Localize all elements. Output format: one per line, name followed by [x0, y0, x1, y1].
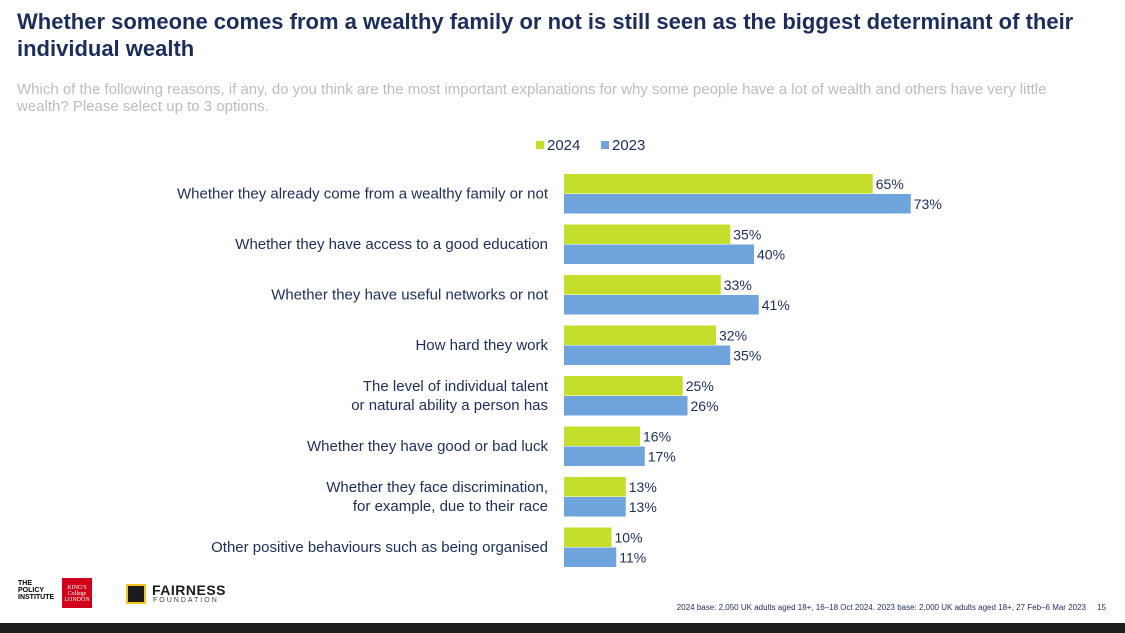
chart-subtitle: Which of the following reasons, if any, …	[17, 81, 1047, 115]
base-footnote: 2024 base: 2,050 UK adults aged 18+, 16–…	[676, 603, 1086, 612]
bar-2023	[564, 547, 617, 567]
category-label: The level of individual talent	[363, 378, 549, 395]
bar-2023	[564, 244, 754, 264]
data-label-2024: 33%	[724, 277, 752, 293]
category-label: Whether they have good or bad luck	[307, 438, 548, 455]
category-label: Other positive behaviours such as being …	[211, 539, 548, 556]
data-label-2023: 41%	[762, 297, 790, 313]
data-label-2023: 11%	[619, 550, 646, 566]
data-label-2023: 13%	[629, 499, 657, 515]
bar-chart: 2024 2023 Whether they already come from a…	[177, 137, 942, 567]
bar-2024	[564, 174, 873, 194]
data-label-2023: 17%	[648, 449, 676, 465]
bar-2023	[564, 345, 731, 365]
data-label-2024: 32%	[719, 328, 747, 344]
legend-label-2024: 2024	[547, 137, 580, 154]
data-label-2023: 26%	[691, 398, 719, 414]
data-label-2023: 40%	[757, 247, 785, 263]
category-label: Whether they have access to a good educa…	[235, 236, 548, 253]
bar-2023	[564, 194, 911, 214]
bar-2023	[564, 295, 759, 315]
data-label-2024: 65%	[876, 176, 904, 192]
data-label-2024: 16%	[643, 429, 671, 445]
policy-institute-logo: THE POLICY INSTITUTE	[18, 580, 55, 601]
category-label: How hard they work	[415, 337, 548, 354]
data-label-2024: 25%	[686, 378, 714, 394]
bar-2024	[564, 527, 612, 547]
kings-college-logo: KING'S College LONDON	[62, 578, 92, 608]
fairness-foundation-logo: FAIRNESS FOUNDATION	[126, 582, 226, 608]
legend-label-2023: 2023	[612, 137, 645, 154]
fairness-logo-text: FAIRNESS	[152, 582, 227, 598]
data-label-2024: 10%	[615, 530, 643, 546]
data-label-2024: 13%	[629, 479, 657, 495]
chart-title: Whether someone comes from a wealthy fam…	[17, 9, 1074, 61]
category-label: Whether they face discrimination,	[326, 479, 548, 496]
legend-swatch-2024	[536, 141, 544, 149]
bar-2024	[564, 426, 640, 446]
data-label-2023: 35%	[733, 348, 761, 364]
bar-2023	[564, 497, 626, 517]
bottom-bar	[0, 623, 1125, 633]
data-label-2024: 35%	[733, 227, 761, 243]
bar-2024	[564, 376, 683, 396]
bar-2023	[564, 396, 688, 416]
bar-2024	[564, 275, 721, 295]
legend-swatch-2023	[601, 141, 609, 149]
page-number: 15	[1097, 603, 1106, 612]
category-label: or natural ability a person has	[351, 397, 548, 414]
bar-2024	[564, 224, 731, 244]
category-label: for example, due to their race	[353, 498, 548, 515]
category-label: Whether they have useful networks or not	[271, 287, 549, 304]
fairness-mark-icon	[126, 584, 146, 604]
fairness-logo-subtext: FOUNDATION	[153, 597, 219, 604]
data-label-2023: 73%	[914, 196, 942, 212]
category-label: Whether they already come from a wealthy…	[177, 186, 549, 203]
bar-2024	[564, 325, 716, 345]
bar-2023	[564, 446, 645, 466]
bar-2024	[564, 477, 626, 497]
